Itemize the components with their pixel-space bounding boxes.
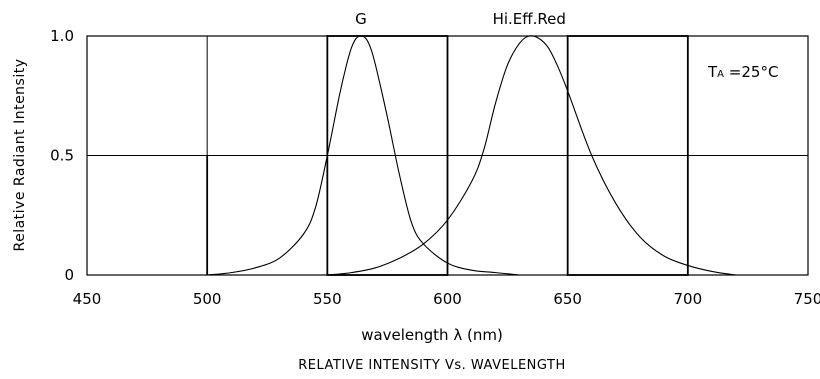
series-label-g: G — [355, 10, 367, 28]
series-line-g — [207, 35, 520, 276]
annotation-symbol: T — [707, 63, 718, 81]
plot-frame — [86, 35, 809, 276]
annotation-value: =25°C — [724, 63, 778, 81]
y-tick-labels: 0 0.5 1.0 — [50, 27, 74, 284]
plot-border — [86, 35, 809, 276]
x-tick-label-600: 600 — [433, 290, 462, 308]
x-tick-labels: 450 500 550 600 650 700 750 — [73, 290, 820, 308]
x-tick-label-550: 550 — [313, 290, 342, 308]
series-line-hi-eff-red — [327, 35, 736, 276]
series-labels: G Hi.Eff.Red — [355, 10, 566, 28]
y-tick-label-0-5: 0.5 — [50, 147, 74, 165]
x-tick-label-450: 450 — [73, 290, 102, 308]
y-axis-label: Relative Radiant Intensity — [12, 58, 28, 251]
x-tick-label-500: 500 — [193, 290, 222, 308]
chart-title: RELATIVE INTENSITY Vs. WAVELENGTH — [298, 358, 565, 373]
x-tick-label-750: 750 — [794, 290, 820, 308]
x-tick-label-650: 650 — [553, 290, 582, 308]
annotation-subscript: A — [717, 69, 724, 80]
series-layer — [207, 35, 736, 276]
y-tick-label-0: 0 — [64, 266, 74, 284]
temperature-annotation: TA =25°C — [707, 63, 778, 81]
x-tick-label-700: 700 — [674, 290, 703, 308]
series-label-hi-eff-red: Hi.Eff.Red — [493, 10, 566, 28]
x-axis-label: wavelength λ (nm) — [361, 326, 503, 344]
y-tick-label-1-0: 1.0 — [50, 27, 74, 45]
